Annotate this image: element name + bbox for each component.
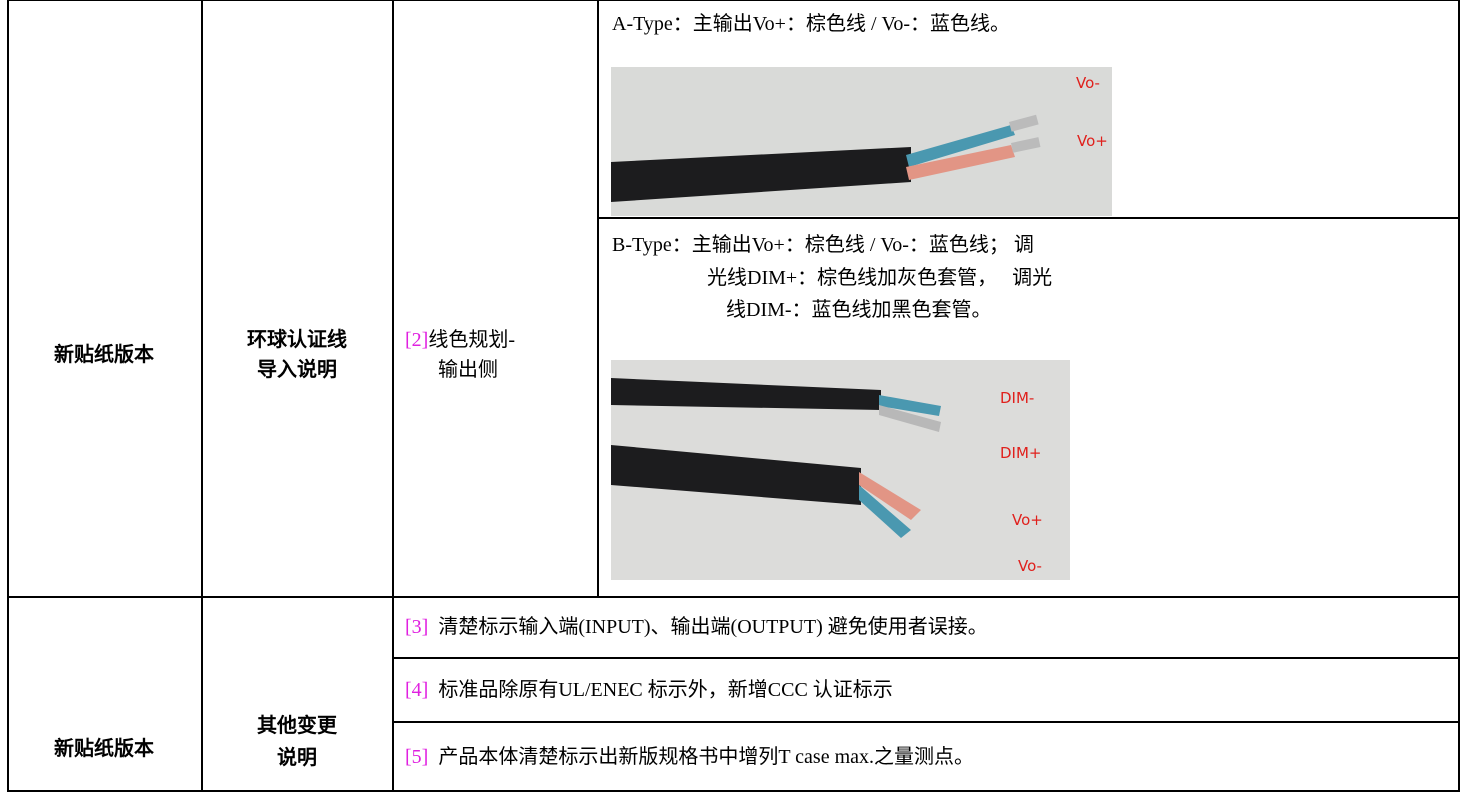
photo-label: DIM- [1000, 389, 1035, 407]
item-ref: [5] [405, 746, 429, 768]
border [7, 0, 9, 792]
photo [611, 360, 1070, 580]
item: [2]线色规划- [405, 328, 515, 352]
detail-text: B-Type：主输出Vo+：棕色线 / Vo-：蓝色线； 调 [612, 234, 1034, 256]
border [7, 0, 1460, 1]
topic: 其他变更 [257, 713, 337, 737]
item-text: 线色规划- [428, 329, 515, 351]
border [7, 790, 1460, 792]
border [393, 721, 1460, 723]
item-ref: [4] [405, 679, 429, 701]
border [598, 217, 1460, 219]
photo-label: DIM+ [1000, 444, 1042, 462]
border [201, 0, 203, 792]
photo-label: Vo- [1018, 557, 1042, 575]
row-label: 新贴纸版本 [54, 342, 154, 366]
topic: 环球认证线 [247, 327, 347, 351]
item-ref: [2] [405, 329, 429, 351]
border [7, 596, 1460, 598]
detail-text: 线DIM-：蓝色线加黑色套管。 [726, 299, 992, 321]
item: [4] 标准品除原有UL/ENEC 标示外，新增CCC 认证标示 [405, 678, 893, 702]
photo-label: Vo- [1076, 74, 1100, 92]
topic: 说明 [277, 745, 317, 769]
item-text: 输出侧 [438, 359, 498, 381]
row-label: 新贴纸版本 [54, 736, 154, 760]
border [597, 0, 599, 597]
photo-label: Vo+ [1077, 132, 1108, 150]
topic: 导入说明 [257, 357, 337, 381]
item-ref: [3] [405, 616, 429, 638]
item-text: 标准品除原有UL/ENEC 标示外，新增CCC 认证标示 [438, 679, 893, 701]
photo [611, 67, 1112, 216]
item-text: 产品本体清楚标示出新版规格书中增列T case max.之量测点。 [438, 746, 975, 768]
item: [5] 产品本体清楚标示出新版规格书中增列T case max.之量测点。 [405, 745, 974, 769]
detail-text: 光线DIM+：棕色线加灰色套管， 调光 [707, 267, 1053, 289]
border [393, 657, 1460, 659]
detail-text: A-Type：主输出Vo+：棕色线 / Vo-：蓝色线。 [612, 13, 1011, 35]
border [1458, 0, 1460, 792]
item-text: 清楚标示输入端(INPUT)、输出端(OUTPUT) 避免使用者误接。 [438, 616, 988, 638]
photo-label: Vo+ [1012, 511, 1043, 529]
item: [3] 清楚标示输入端(INPUT)、输出端(OUTPUT) 避免使用者误接。 [405, 615, 988, 639]
border [392, 0, 394, 792]
